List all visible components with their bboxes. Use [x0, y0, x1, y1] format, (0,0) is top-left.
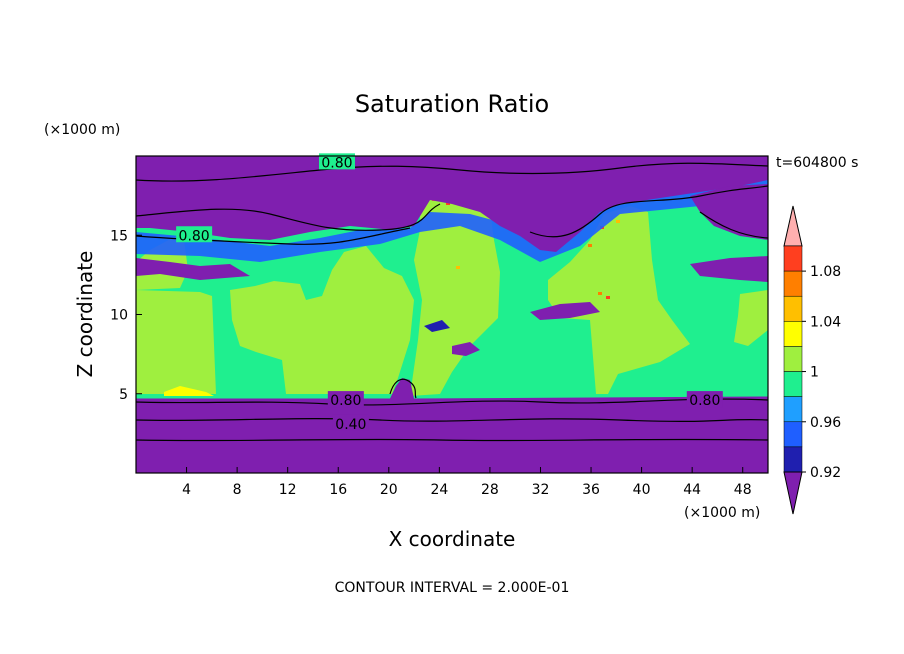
x-tick-label: 8 [233, 482, 242, 498]
colorbar-segment [784, 246, 802, 271]
x-tick-label: 12 [279, 482, 297, 498]
colorbar-tick-label: 1.04 [810, 314, 841, 330]
contour-label: 0.80 [689, 393, 720, 409]
colorbar-tick-label: 1.08 [810, 264, 841, 280]
chart-title: Saturation Ratio [355, 90, 549, 118]
colorbar: 1.08 1.04 1 0.96 0.92 [784, 206, 841, 514]
colorbar-segment [784, 372, 802, 397]
colorbar-segment [784, 321, 802, 346]
time-label: t=604800 s [776, 155, 858, 171]
contour-interval-label: CONTOUR INTERVAL = 2.000E-01 [335, 580, 570, 596]
contour-label: 0.40 [335, 417, 366, 433]
colorbar-segment [784, 422, 802, 447]
contour-label: 0.80 [179, 228, 210, 244]
colorbar-segment [784, 271, 802, 296]
y-tick-label: 5 [119, 387, 128, 403]
x-tick-label: 28 [481, 482, 499, 498]
x-tick-label: 16 [329, 482, 347, 498]
x-tick-label: 24 [430, 482, 448, 498]
x-tick-label: 48 [734, 482, 752, 498]
y-tick-label: 15 [110, 228, 128, 244]
contour-label: 0.80 [330, 393, 361, 409]
streak-4 [606, 296, 610, 299]
colorbar-segment [784, 346, 802, 371]
colorbar-arrow-bottom [784, 472, 802, 514]
x-unit-label: (×1000 m) [684, 505, 760, 521]
contour-field [136, 156, 768, 473]
y-tick-label: 10 [110, 308, 128, 324]
streak-3 [598, 292, 602, 295]
streak-5 [456, 266, 460, 269]
x-tick-label: 32 [532, 482, 550, 498]
colorbar-arrow-top [784, 206, 802, 246]
region-supersaturated-2 [136, 290, 216, 394]
x-tick-label: 36 [582, 482, 600, 498]
x-tick-label: 44 [683, 482, 701, 498]
colorbar-tick-label: 0.96 [810, 415, 841, 431]
x-tick-label: 4 [182, 482, 191, 498]
streak-2 [588, 244, 592, 247]
x-tick-label: 20 [380, 482, 398, 498]
colorbar-segment [784, 397, 802, 422]
y-unit-label: (×1000 m) [44, 122, 120, 138]
y-axis-label: Z coordinate [73, 251, 97, 378]
x-axis-label: X coordinate [389, 527, 516, 551]
streak-8 [616, 220, 620, 223]
colorbar-segment [784, 296, 802, 321]
x-tick-label: 40 [633, 482, 651, 498]
colorbar-tick-label: 1 [810, 365, 819, 381]
colorbar-tick-label: 0.92 [810, 465, 841, 481]
contour-label: 0.80 [321, 155, 352, 171]
colorbar-segment [784, 447, 802, 472]
